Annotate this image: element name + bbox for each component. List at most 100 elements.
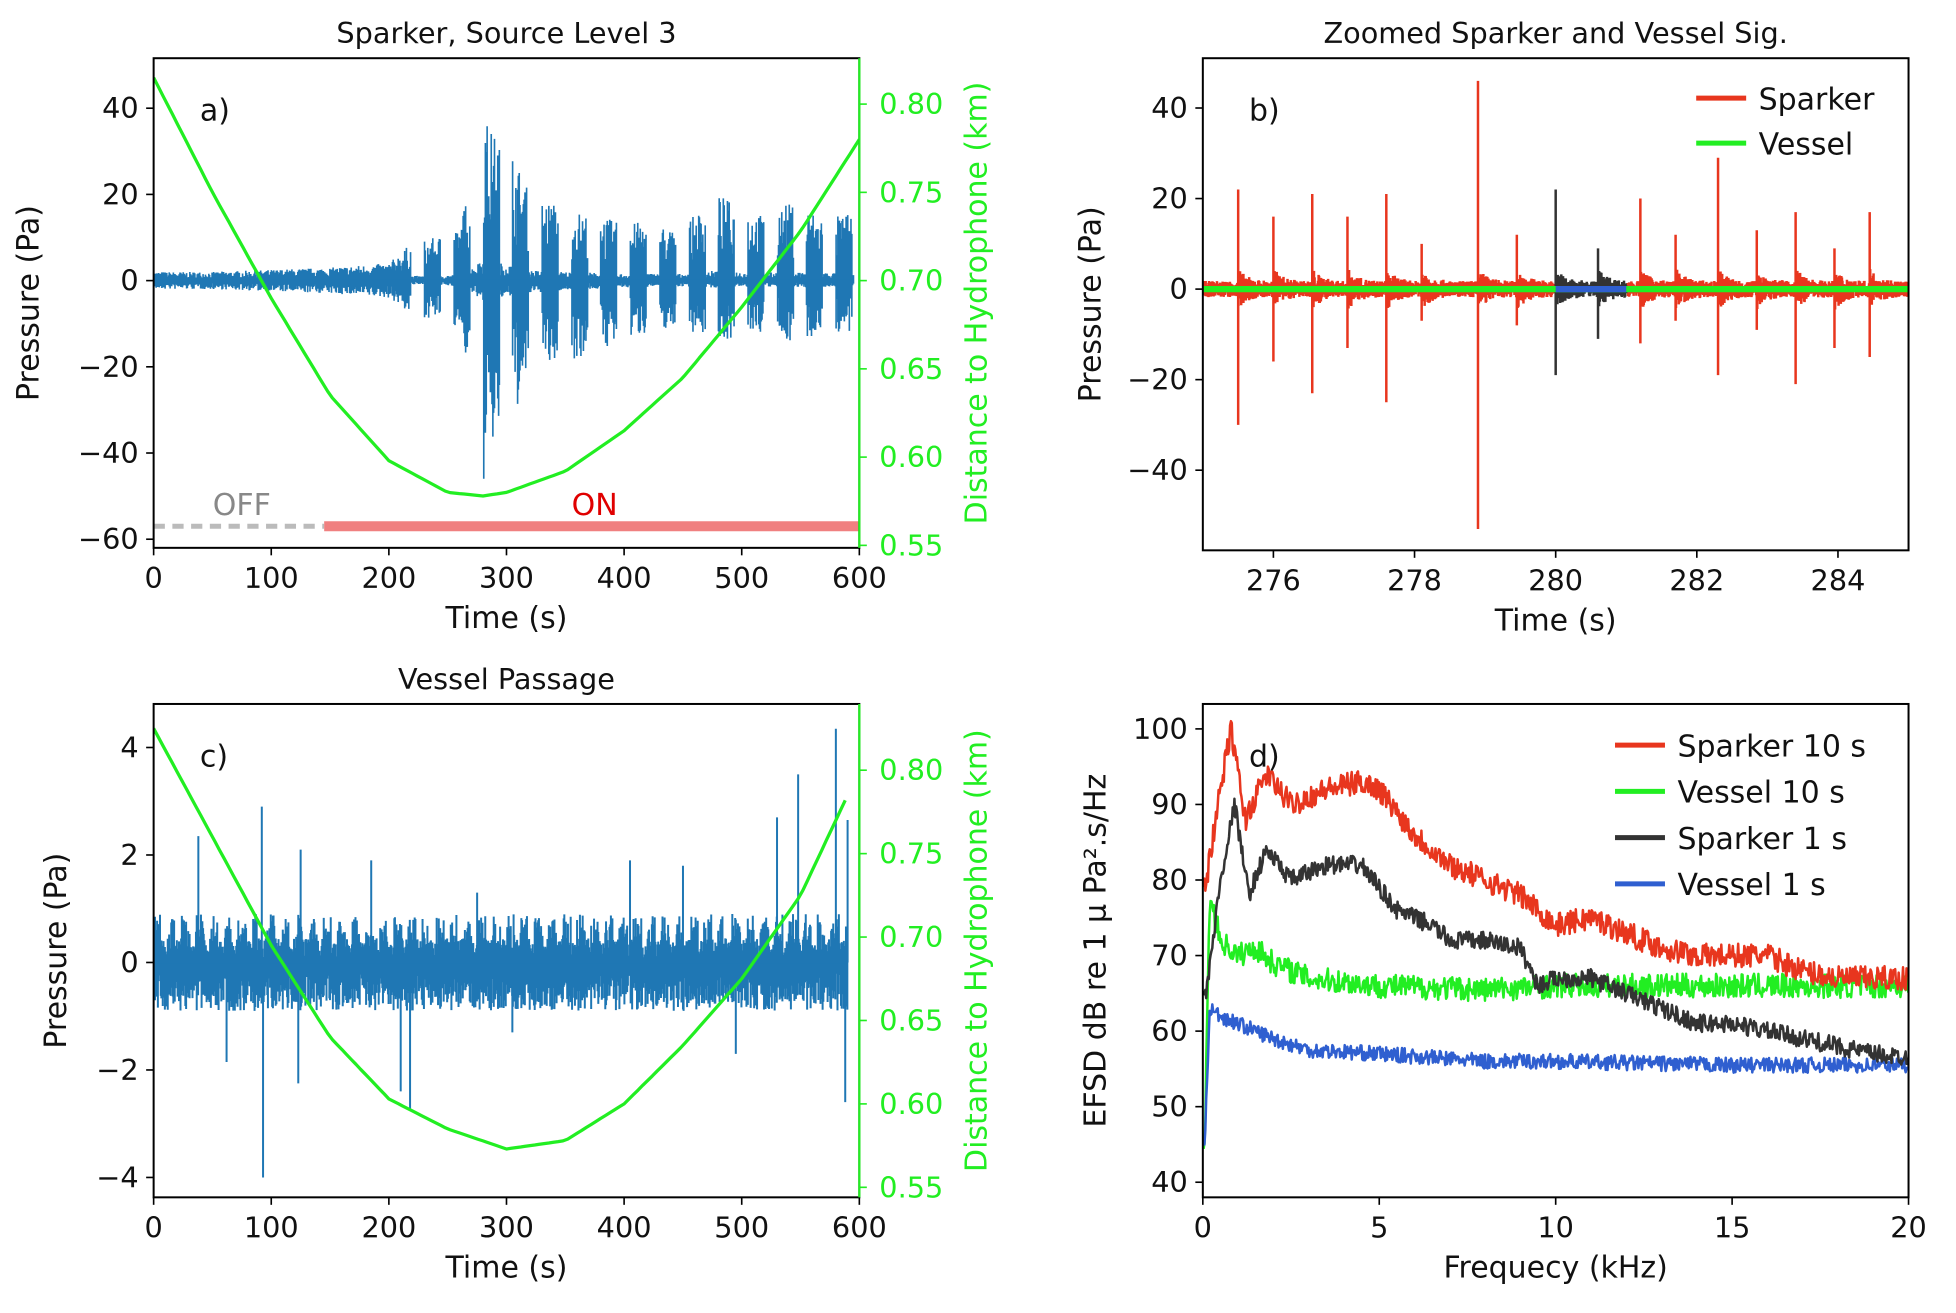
- y-tick-label: 40: [102, 91, 139, 125]
- legend-label: Vessel 1 s: [1677, 868, 1825, 903]
- chart-title: Vessel Passage: [398, 662, 615, 696]
- y2-tick-label: 0.65: [879, 352, 943, 386]
- y-tick-label: 0: [120, 945, 138, 979]
- y-tick-label: −60: [78, 522, 139, 556]
- legend: Sparker 10 s Vessel 10 s Sparker 1 s Vessel…: [1615, 729, 1866, 903]
- y2-tick-label: 0.70: [879, 264, 943, 298]
- chart-title: Zoomed Sparker and Vessel Sig.: [1323, 16, 1787, 50]
- y-tick-label: 20: [102, 177, 139, 211]
- x-axis-label: Time (s): [1494, 603, 1617, 638]
- y-axis-label: Pressure (Pa): [39, 853, 74, 1049]
- x-tick-label: 600: [832, 561, 887, 595]
- x-tick-label: 100: [244, 561, 299, 595]
- y-axis-label: EFSD dB re 1 μ Pa².s/Hz: [1078, 774, 1113, 1128]
- y-tick-label: 40: [1151, 91, 1188, 125]
- y-tick-label: 2: [120, 838, 138, 872]
- plot-frame: [1201, 57, 1910, 552]
- panel-label: a): [200, 94, 230, 129]
- y-tick-label: 100: [1133, 712, 1188, 746]
- x-tick-label: 276: [1246, 563, 1301, 597]
- legend-label: Sparker 1 s: [1677, 822, 1847, 857]
- plot-frame: [1201, 702, 1910, 1199]
- x-tick-label: 300: [479, 1210, 534, 1244]
- y2-tick-label: 0.55: [879, 1170, 943, 1204]
- panel-c: 0 100 200 300 400 500 600 −4 −2 0 2 4 Vessel Passage…: [39, 662, 995, 1285]
- x-tick-label: 15: [1714, 1210, 1751, 1244]
- y-tick-label: 40: [1151, 1165, 1188, 1199]
- y2-tick-label: 0.65: [879, 1003, 943, 1037]
- y-tick-label: −4: [96, 1160, 138, 1194]
- x-tick-label: 278: [1387, 563, 1442, 597]
- y-axis-label: Pressure (Pa): [1073, 206, 1108, 402]
- panel-label: d): [1249, 739, 1280, 774]
- x-tick-label: 600: [832, 1210, 887, 1244]
- x-tick-label: 0: [144, 1210, 162, 1244]
- on-label: ON: [572, 488, 618, 523]
- x-axis-label: Time (s): [445, 601, 568, 636]
- x-tick-label: 200: [361, 561, 416, 595]
- x-tick-label: 200: [361, 1210, 416, 1244]
- y2-tick-label: 0.75: [879, 175, 943, 209]
- x-tick-label: 400: [597, 561, 652, 595]
- y-tick-label: 0: [1170, 272, 1188, 306]
- panel-label: c): [200, 739, 228, 774]
- x-tick-label: 400: [597, 1210, 652, 1244]
- x-axis-label: Time (s): [445, 1250, 568, 1285]
- y2-axis-label: Distance to Hydrophone (km): [960, 729, 995, 1172]
- y-tick-label: −20: [78, 350, 139, 384]
- y2-tick-label: 0.75: [879, 837, 943, 871]
- x-tick-label: 0: [144, 561, 162, 595]
- x-tick-label: 500: [714, 561, 769, 595]
- y2-tick-label: 0.60: [879, 440, 943, 474]
- x-tick-label: 500: [714, 1210, 769, 1244]
- plot-area: [1202, 80, 1909, 530]
- y-tick-label: 4: [120, 730, 138, 764]
- distance-line: [153, 76, 860, 498]
- off-label: OFF: [213, 488, 271, 523]
- plot-area: [153, 76, 860, 532]
- y-tick-label: 70: [1151, 939, 1188, 973]
- y-tick-label: 20: [1151, 182, 1188, 216]
- legend-label: Vessel: [1759, 127, 1854, 162]
- legend-label: Sparker 10 s: [1677, 729, 1866, 764]
- y2-tick-label: 0.70: [879, 920, 943, 954]
- y2-tick-label: 0.80: [879, 753, 943, 787]
- x-tick-label: 280: [1528, 563, 1583, 597]
- y-tick-label: −2: [96, 1053, 138, 1087]
- y-tick-label: −20: [1127, 363, 1188, 397]
- spectrum-line: [1202, 899, 1909, 1149]
- y-tick-label: 50: [1151, 1090, 1188, 1124]
- y-axis-label: Pressure (Pa): [12, 205, 47, 401]
- plot-area: [1202, 719, 1909, 1149]
- pressure-signal: [153, 728, 849, 1178]
- spectrum-line: [1202, 1003, 1909, 1146]
- panel-label: b): [1249, 94, 1280, 129]
- y-tick-label: 60: [1151, 1014, 1188, 1048]
- spectrum-line: [1202, 797, 1909, 1066]
- pressure-signal: [153, 126, 855, 479]
- x-axis-label: Frequecy (kHz): [1444, 1250, 1668, 1285]
- legend: Sparker Vessel: [1696, 82, 1875, 162]
- y2-tick-label: 0.60: [879, 1087, 943, 1121]
- y-tick-label: −40: [1127, 453, 1188, 487]
- legend-label: Vessel 10 s: [1677, 776, 1844, 811]
- y2-tick-label: 0.80: [879, 87, 943, 121]
- plot-area: [153, 727, 849, 1178]
- y-tick-label: −40: [78, 436, 139, 470]
- distance-line: [153, 727, 847, 1151]
- x-tick-label: 284: [1811, 563, 1866, 597]
- x-tick-label: 300: [479, 561, 534, 595]
- y-tick-label: 90: [1151, 787, 1188, 821]
- spectrum-line: [1202, 719, 1909, 991]
- x-tick-label: 0: [1194, 1210, 1212, 1244]
- legend-label: Sparker: [1759, 82, 1875, 117]
- chart-title: Sparker, Source Level 3: [336, 16, 676, 50]
- panel-b: 276 278 280 282 284 −40 −20 0 20 40 Zoomed Sparker…: [1073, 16, 1910, 638]
- x-tick-label: 100: [244, 1210, 299, 1244]
- panel-a: 0 100 200 300 400 500 600 −60 −40 −20 0 20 40 Sparker…: [12, 16, 995, 636]
- y2-axis-label: Distance to Hydrophone (km): [960, 82, 995, 525]
- x-tick-label: 5: [1370, 1210, 1388, 1244]
- sparker-window-signal: [1554, 189, 1628, 376]
- panel-d: 0 5 10 15 20 40 50 60 70 80 90 100 Frequecy (kHz) EFS…: [1078, 702, 1927, 1285]
